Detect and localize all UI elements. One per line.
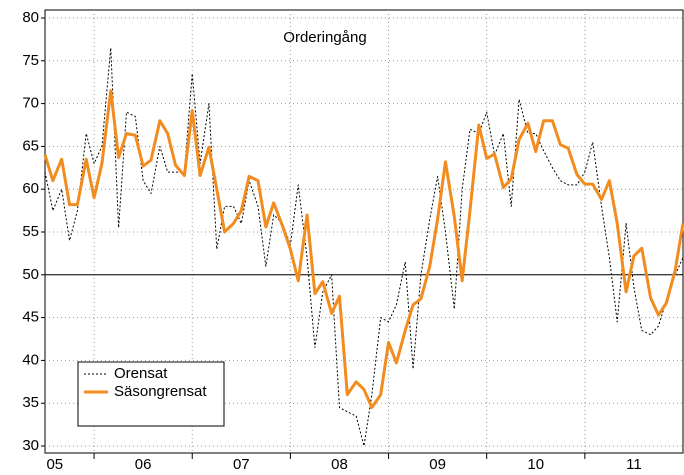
y-tick-label: 55 xyxy=(22,223,39,240)
y-tick-label: 80 xyxy=(22,9,39,26)
x-tick-label: 09 xyxy=(429,456,446,473)
legend-box xyxy=(77,361,225,427)
y-tick-label: 45 xyxy=(22,309,39,326)
y-tick-label: 40 xyxy=(22,351,39,368)
y-tick-label: 35 xyxy=(22,394,39,411)
chart-title: Orderingång xyxy=(283,29,366,46)
x-tick-label: 05 xyxy=(46,456,63,473)
series-line xyxy=(44,47,684,447)
legend-label: Orensat xyxy=(114,365,168,382)
y-tick-label: 50 xyxy=(22,266,39,283)
x-tick-label: 08 xyxy=(331,456,348,473)
legend-label: Säsongrensat xyxy=(114,383,207,400)
x-tick-label: 10 xyxy=(527,456,544,473)
y-tick-label: 65 xyxy=(22,137,39,154)
x-tick-label: 06 xyxy=(135,456,152,473)
x-tick-label: 07 xyxy=(233,456,250,473)
y-tick-label: 60 xyxy=(22,180,39,197)
y-tick-label: 75 xyxy=(22,52,39,69)
x-tick-label: 11 xyxy=(626,456,642,473)
series-line xyxy=(43,89,684,409)
y-tick-label: 70 xyxy=(22,95,39,112)
y-tick-label: 30 xyxy=(22,437,39,454)
